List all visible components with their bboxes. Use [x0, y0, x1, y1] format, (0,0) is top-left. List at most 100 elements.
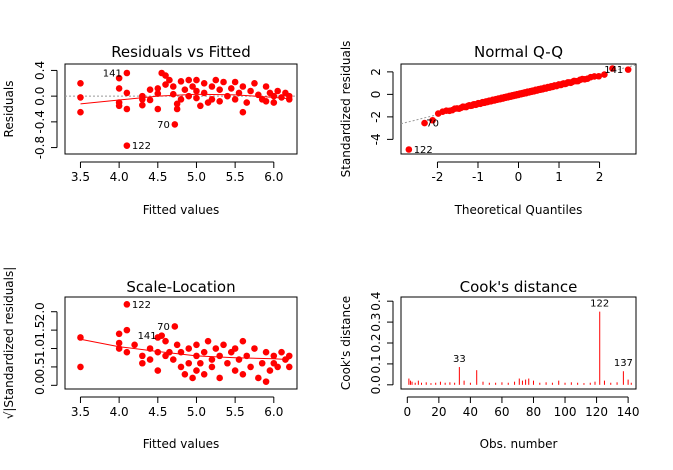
data-point [124, 90, 131, 97]
x-tick-label: 1 [555, 170, 563, 184]
data-point [193, 95, 200, 102]
data-point [271, 353, 278, 360]
data-point [216, 86, 223, 93]
data-point [251, 345, 258, 352]
data-point [240, 338, 247, 345]
data-point [251, 80, 258, 87]
data-point [139, 102, 146, 109]
x-tick-label: 6.0 [264, 405, 283, 419]
y-tick-label: 2 [369, 68, 383, 76]
data-point [201, 80, 208, 87]
data-point [263, 349, 270, 356]
data-point [189, 375, 196, 382]
y-tick-label: 2.0 [33, 302, 47, 321]
data-point [77, 80, 84, 87]
data-point [274, 88, 281, 95]
data-point [209, 96, 216, 103]
data-point [259, 360, 266, 367]
data-point [213, 77, 220, 84]
y-tick-label: -4 [369, 133, 383, 145]
data-point [193, 88, 200, 95]
data-point [286, 364, 293, 371]
point-label: 141 [138, 331, 157, 342]
x-tick-label: 4.0 [110, 405, 129, 419]
data-point [185, 93, 192, 100]
data-point [178, 364, 185, 371]
data-point [197, 102, 204, 109]
x-tick-label: 6.0 [264, 170, 283, 184]
data-point [278, 349, 285, 356]
chart-title: Residuals vs Fitted [111, 43, 251, 61]
data-point [232, 79, 239, 86]
x-tick-label: 5.5 [226, 405, 245, 419]
chart-title: Cook's distance [460, 278, 578, 296]
point-label: 70 [157, 120, 170, 131]
data-point [209, 356, 216, 363]
x-axis-title: Fitted values [143, 437, 220, 451]
data-point [209, 83, 216, 90]
x-tick-label: 20 [431, 405, 446, 419]
plot-frame [65, 64, 297, 154]
data-point [131, 342, 138, 349]
x-axis-title: Obs. number [480, 437, 558, 451]
data-point [286, 96, 293, 103]
data-point [232, 367, 239, 374]
x-tick-label: 80 [526, 405, 541, 419]
x-tick-label: 3.5 [71, 170, 90, 184]
x-tick-label: 60 [494, 405, 509, 419]
data-point [240, 109, 247, 116]
data-point [147, 86, 154, 93]
data-point [170, 83, 177, 90]
data-point [224, 360, 231, 367]
y-tick-label: 0.0 [33, 87, 47, 106]
data-point [174, 106, 181, 113]
data-point [182, 86, 189, 93]
chart-title: Normal Q-Q [474, 43, 563, 61]
x-tick-label: 0 [403, 405, 411, 419]
data-point [193, 367, 200, 374]
data-point [124, 301, 131, 308]
chart-title: Scale-Location [126, 278, 235, 296]
data-point [240, 371, 247, 378]
data-point [170, 91, 177, 98]
x-tick-label: 140 [617, 405, 640, 419]
data-point [406, 146, 413, 153]
x-axis-title: Fitted values [143, 203, 220, 217]
point-label: 122 [414, 145, 433, 156]
point-label: 137 [614, 358, 633, 369]
data-point [155, 106, 162, 113]
x-tick-label: 4.5 [148, 170, 167, 184]
point-label: 70 [157, 322, 170, 333]
data-point [116, 85, 123, 92]
data-point [178, 78, 185, 85]
y-tick-label: 0.1 [369, 354, 383, 373]
y-tick-label: 0.0 [369, 375, 383, 394]
data-point [209, 364, 216, 371]
data-point [205, 338, 212, 345]
y-tick-label: -0.8 [33, 136, 47, 159]
y-tick-label: 0.0 [33, 376, 47, 395]
data-point [625, 66, 632, 73]
data-point [595, 73, 602, 80]
data-point [158, 332, 165, 339]
data-point [263, 83, 270, 90]
y-tick-label: -0.4 [33, 110, 47, 133]
y-tick-label: 1.5 [33, 321, 47, 340]
data-point [271, 99, 278, 106]
data-point [77, 109, 84, 116]
data-point [220, 79, 227, 86]
data-point [274, 364, 281, 371]
point-label: 122 [132, 300, 151, 311]
y-tick-label: 0.3 [369, 313, 383, 332]
data-point [232, 96, 239, 103]
data-point [77, 364, 84, 371]
data-point [182, 371, 189, 378]
data-point [139, 360, 146, 367]
data-point [286, 353, 293, 360]
point-label: 122 [590, 299, 609, 310]
x-tick-label: 2 [596, 170, 604, 184]
data-point [247, 88, 254, 95]
point-label: 70 [426, 119, 439, 130]
data-point [77, 94, 84, 101]
data-point [155, 367, 162, 374]
